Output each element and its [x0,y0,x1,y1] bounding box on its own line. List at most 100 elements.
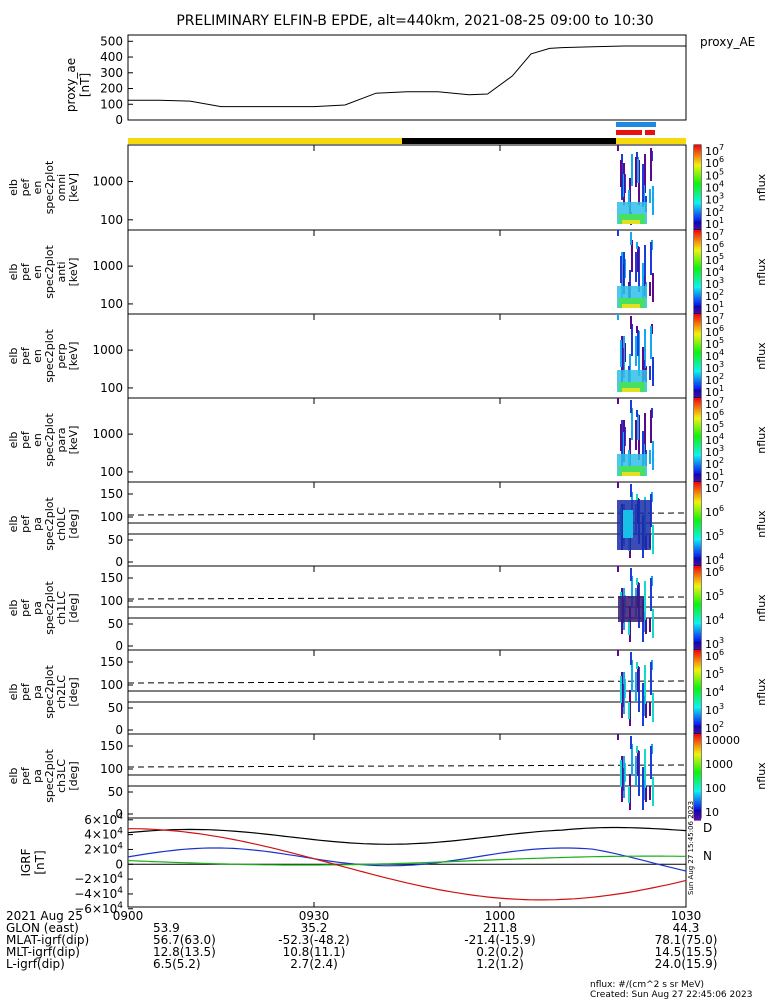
anti-loss-cone-line [127,680,687,684]
colorbar-segment [694,723,701,726]
colorbar-segment [694,527,701,530]
spectrogram-pixel [644,154,646,193]
colorbar-segment [694,525,701,528]
colorbar-segment [694,738,701,741]
colorbar-segment [694,792,701,795]
spectrogram-pixel [650,662,652,695]
colorbar-segment [694,219,701,222]
spectrogram-ylabel: perp [55,343,68,368]
spectrogram-pixel [652,186,654,215]
colorbar-segment [694,404,701,408]
spectrogram-tick-label: 1000 [92,343,123,357]
colorbar-segment [694,376,701,380]
colorbar-segment [694,230,701,233]
colorbar-segment [694,264,701,268]
colorbar-segment [694,363,701,367]
spectrogram-pixel [630,652,632,665]
colorbar-segment [694,598,701,601]
colorbar-tick-label: 101 [705,384,724,399]
colorbar-segment [694,787,701,791]
spectrogram-pixel [631,408,633,440]
colorbar-segment [694,352,701,356]
spectrogram-ylabel: pa [31,601,44,615]
spectrogram-ylabel: en [31,265,44,279]
colorbar-segment [694,266,701,270]
spectrogram-tick-label: 0 [115,555,123,569]
colorbar-segment [694,535,701,539]
colorbar-segment [694,706,701,709]
colorbar-segment [694,314,701,317]
spectrogram-pixel [645,786,647,802]
colorbar-segment [694,697,701,700]
spectrogram-pixel [617,482,619,488]
colorbar-segment [694,710,701,713]
ephemeris-value: -52.3(-48.2) [278,933,349,947]
spectrogram-pixel [630,316,632,329]
spectrogram-pixel [617,398,619,404]
colorbar-segment [694,240,701,244]
colorbar-segment [694,675,701,679]
colorbar-segment [694,296,701,300]
spectrogram-pixel [652,777,654,806]
colorbar-tick-label: 104 [705,348,724,363]
colorbar-segment [694,342,701,345]
colorbar-segment [694,813,701,817]
colorbar-segment [694,542,701,545]
colorbar-segment [694,162,701,166]
colorbar-segment [694,253,701,257]
colorbar-segment [694,438,701,442]
spectrogram-pixel [636,578,638,585]
spectrogram-pixel [631,240,633,272]
igrf-curve-black [127,826,687,845]
spectrogram-pixel [635,420,637,450]
colorbar-tick-label: 10 [705,806,719,819]
spectrogram-ylabel: [deg] [67,509,80,538]
colorbar-tick-label: 104 [705,432,724,447]
colorbar-tick-label: 103 [705,444,724,459]
colorbar-segment [694,249,701,252]
colorbar-segment [694,557,701,560]
colorbar-segment [694,426,701,429]
igrf-tick-label: 4×104 [84,827,123,842]
spectrogram-pixel [617,650,619,656]
colorbar-segment [694,544,701,548]
spectrogram-pixel [650,148,652,181]
colorbar-segment [694,432,701,436]
igrf-frame [127,817,687,908]
colorbar-segment [694,613,701,616]
spectrogram-tick-label: 150 [100,739,123,753]
spectrogram-pixel [617,500,651,550]
colorbar-segment [694,199,701,203]
colorbar-segment [694,447,701,451]
spectrogram-pixel [620,424,622,451]
spectrogram-ylabel: pa [31,685,44,699]
colorbar-segment [694,742,701,746]
colorbar-segment [694,326,701,330]
spectrogram-ylabel: para [55,428,68,453]
colorbar-segment [694,800,701,804]
colorbar-segment [694,740,701,744]
colorbar-segment [694,391,701,395]
colorbar-segment [694,387,701,390]
colorbar-segment [694,361,701,364]
spectrogram-ylabel: omni [55,174,68,201]
spectrogram-tick-label: 0 [115,723,123,737]
colorbar-segment [694,153,701,157]
colorbar-segment [694,367,701,371]
colorbar-segment [694,637,701,640]
colorbar-segment [694,585,701,588]
spectrogram-ylabel: pef [19,766,32,785]
igrf-tick-label: 0 [115,857,123,871]
spectrogram-pixel [622,472,640,476]
ephemeris-value: 10.8(11.1) [283,945,346,959]
spectrogram-pixel [635,756,637,786]
spectrogram-pixel [623,510,633,538]
spectrogram-pixel [645,702,647,718]
spectrogram-pixel [637,330,639,356]
spectrogram-pixel [636,326,638,333]
colorbar-segment [694,734,701,737]
spectrogram-tick-label: 50 [108,701,123,715]
colorbar-tick-label: 101 [705,300,724,315]
colorbar-segment [694,210,701,214]
spectrogram-ylabel: elb [7,684,20,701]
